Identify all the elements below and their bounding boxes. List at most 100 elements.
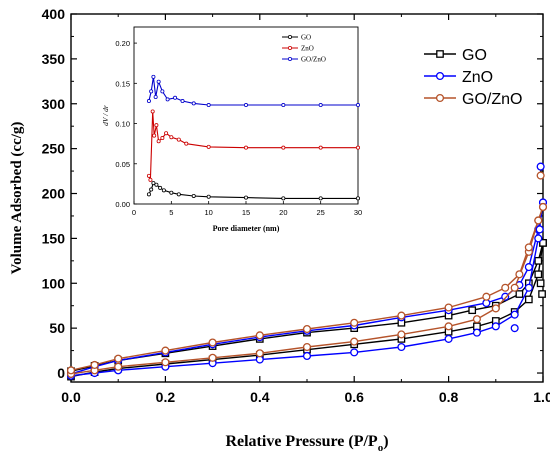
inset-legend-label: GO/ZnO xyxy=(301,56,326,64)
desorption-point xyxy=(501,292,510,301)
inset-legend-marker xyxy=(287,57,292,62)
x-axis-label-subscript: o xyxy=(378,442,384,454)
inset-point xyxy=(243,145,248,150)
adsorption-line xyxy=(70,242,544,378)
inset-point xyxy=(281,145,286,150)
y-tick-label: 50 xyxy=(49,320,65,336)
inset-point xyxy=(169,190,174,195)
adsorption-line xyxy=(70,206,544,375)
adsorption-point xyxy=(302,342,312,352)
desorption-point xyxy=(524,243,533,252)
inset-point xyxy=(191,101,196,106)
inset-point xyxy=(146,173,151,178)
main-series-group xyxy=(66,162,548,381)
outlier-point xyxy=(536,162,545,171)
y-tick-label: 300 xyxy=(42,96,66,112)
inset-point xyxy=(146,192,151,197)
legend-marker xyxy=(436,50,444,58)
inset-x-tick-label: 15 xyxy=(242,208,250,217)
inset-line xyxy=(148,111,358,181)
outlier-point xyxy=(536,171,545,180)
inset-point xyxy=(355,196,360,201)
desorption-point xyxy=(444,303,453,312)
inset-point xyxy=(154,123,159,128)
x-tick-label: 0.6 xyxy=(344,389,364,405)
inset-point xyxy=(156,139,161,144)
inset-point xyxy=(206,144,211,149)
adsorption-line xyxy=(70,202,544,377)
series-go-zno xyxy=(66,202,548,378)
inset-legend-marker xyxy=(287,46,292,51)
adsorption-point xyxy=(208,353,217,362)
desorption-point xyxy=(515,270,524,279)
desorption-point xyxy=(114,354,123,363)
y-tick-label: 100 xyxy=(42,275,66,291)
inset-y-tick-label: 0.10 xyxy=(115,120,130,129)
adsorption-point xyxy=(524,283,533,292)
inset-point xyxy=(243,103,248,108)
adsorption-point xyxy=(510,310,519,319)
adsorption-point xyxy=(397,330,406,339)
inset-point xyxy=(160,89,165,94)
inset-point xyxy=(164,131,169,136)
inset-x-tick-label: 0 xyxy=(132,208,136,217)
inset-point xyxy=(318,196,323,201)
adsorption-point xyxy=(524,295,533,304)
adsorption-point xyxy=(397,342,406,352)
adsorption-point xyxy=(472,328,481,337)
main-legend: GO ZnO GO/ZnO xyxy=(424,47,522,108)
x-axis-label: Relative Pressure (P/Po) xyxy=(225,433,388,454)
inset-legend-label: GO xyxy=(301,34,311,42)
inset-point xyxy=(281,196,286,201)
adsorption-point xyxy=(350,337,359,346)
desorption-point xyxy=(90,360,99,369)
legend-label: GO xyxy=(462,47,487,64)
outlier-point xyxy=(535,225,544,234)
desorption-point xyxy=(302,324,312,334)
y-tick-label: 250 xyxy=(42,141,66,157)
adsorption-point xyxy=(350,348,359,357)
inset-point xyxy=(180,99,185,104)
inset-point xyxy=(161,188,166,193)
inset-y-axis-label: dV / dr xyxy=(101,105,110,126)
inset-point xyxy=(154,182,159,187)
inset-y-tick-label: 0.20 xyxy=(115,39,130,48)
desorption-point xyxy=(534,216,543,225)
adsorption-point xyxy=(491,304,500,313)
adsorption-point xyxy=(114,362,123,371)
inset-point xyxy=(281,103,286,108)
inset-chart: 0 5 10 15 20 25 30 0.00 0.05 0.10 0.15 0.20 Pore dia… xyxy=(98,20,366,235)
legend-label: ZnO xyxy=(462,69,493,86)
inset-point xyxy=(160,136,165,141)
inset-point xyxy=(151,74,156,79)
inset-x-tick-label: 10 xyxy=(204,208,212,217)
inset-point xyxy=(150,109,155,114)
legend-label: GO/ZnO xyxy=(462,91,522,108)
inset-point xyxy=(355,103,360,108)
legend-marker xyxy=(435,71,445,81)
desorption-line xyxy=(70,202,544,375)
adsorption-point xyxy=(161,358,170,367)
inset-point xyxy=(152,133,157,138)
inset-point xyxy=(165,97,170,102)
desorption-point xyxy=(161,346,170,355)
adsorption-point xyxy=(472,315,481,324)
y-tick-label: 200 xyxy=(42,186,66,202)
y-tick-label: 350 xyxy=(42,51,66,67)
inset-legend-label: ZnO xyxy=(301,45,314,53)
desorption-point xyxy=(397,311,406,320)
inset-x-axis-label: Pore diameter (nm) xyxy=(213,224,280,233)
adsorption-point xyxy=(534,234,543,243)
inset-x-tick-label: 5 xyxy=(169,208,173,217)
x-tick-label: 1.0 xyxy=(533,389,550,405)
adsorption-point xyxy=(444,334,453,343)
y-tick-label: 0 xyxy=(57,365,65,381)
inset-point xyxy=(176,192,181,197)
inset-y-tick-label: 0.00 xyxy=(115,200,130,209)
inset-x-tick-label: 25 xyxy=(316,208,324,217)
inset-y-tick-label: 0.05 xyxy=(115,160,130,169)
inset-x-tick-label: 20 xyxy=(279,208,287,217)
inset-point xyxy=(146,99,151,104)
